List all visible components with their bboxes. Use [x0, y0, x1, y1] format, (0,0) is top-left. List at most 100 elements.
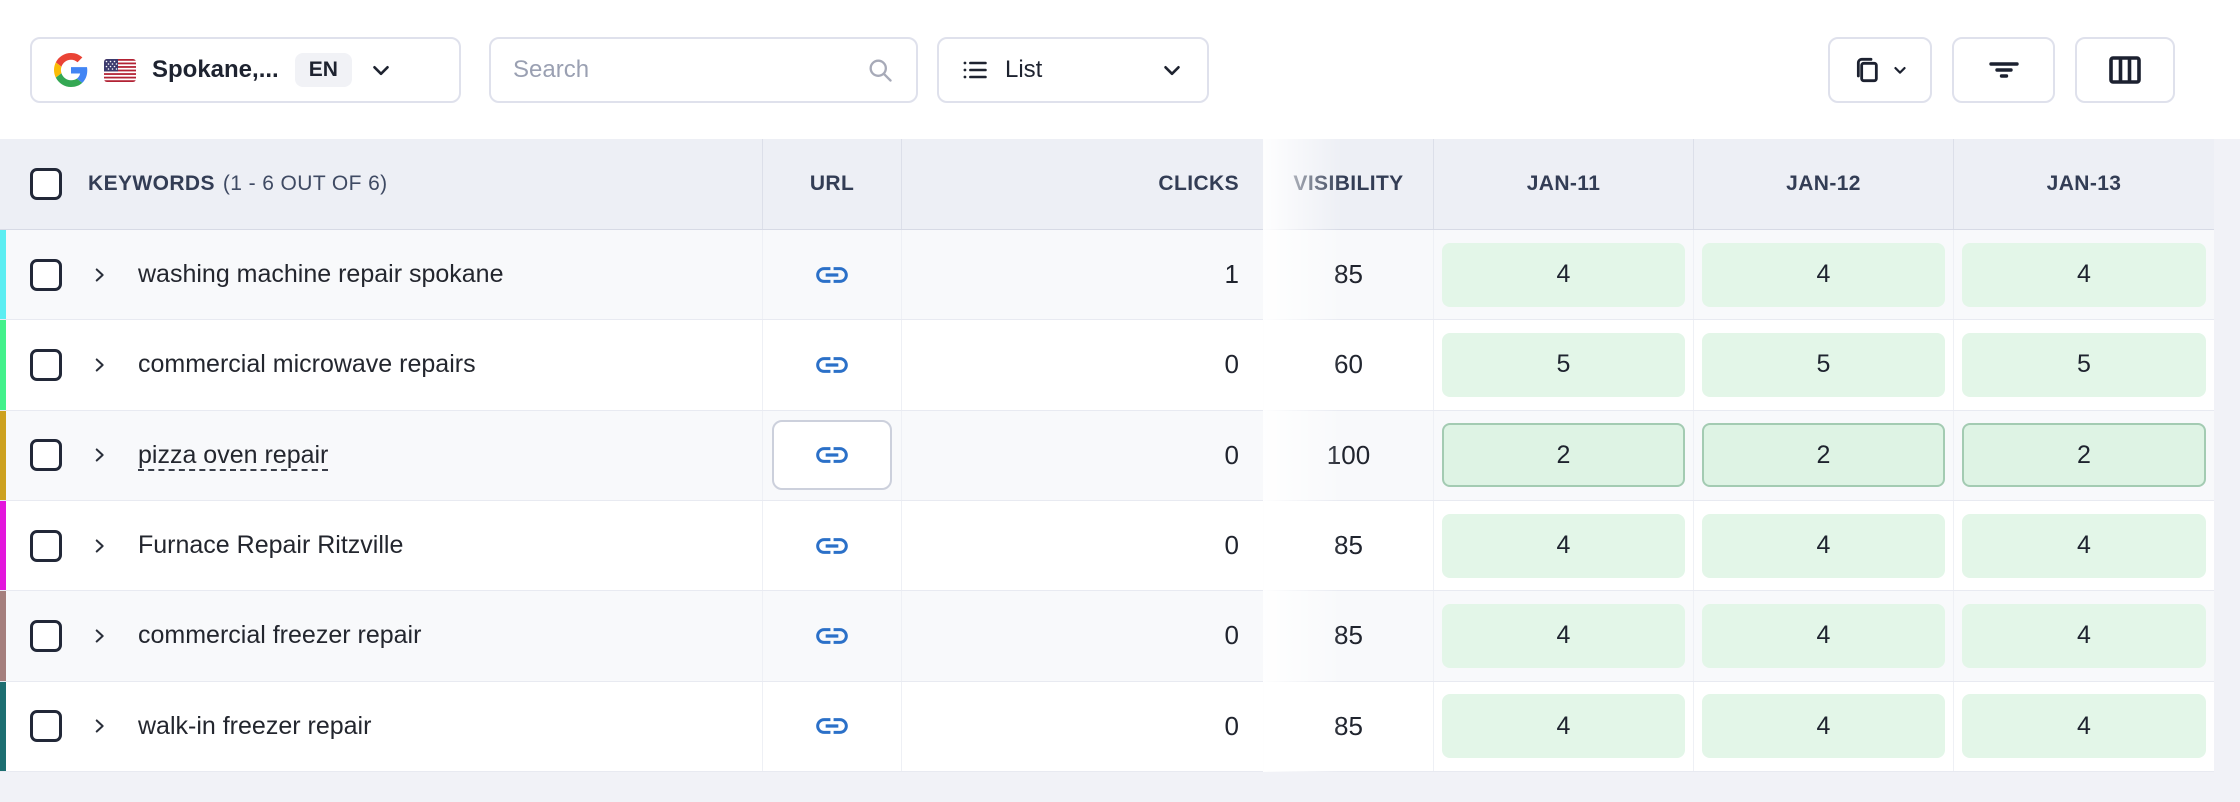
columns-icon [2107, 54, 2143, 86]
position-cell[interactable]: 2 [1702, 423, 1945, 488]
keywords-table: KEYWORDS (1 - 6 OUT OF 6) URL CLICKS VISI… [0, 139, 2214, 772]
position-cell[interactable]: 4 [1702, 513, 1945, 578]
table-row-highlighted: pizza oven repair 0 100 2 2 2 [0, 410, 2214, 501]
position-cell[interactable]: 4 [1442, 603, 1685, 668]
row-color-stripe [0, 681, 6, 771]
clicks-value: 0 [901, 500, 1263, 591]
keyword-text[interactable]: pizza oven repair [138, 440, 329, 469]
filter-icon [1986, 54, 2022, 86]
position-cell[interactable]: 5 [1702, 332, 1945, 397]
view-mode-label: List [1005, 56, 1043, 83]
row-color-stripe [0, 410, 6, 500]
list-icon [961, 56, 989, 84]
clicks-value: 0 [901, 681, 1263, 771]
column-header-visibility[interactable]: VISIBILITY [1263, 139, 1433, 229]
expand-chevron-icon[interactable] [88, 535, 110, 557]
url-link-icon[interactable] [813, 617, 851, 655]
visibility-value: 85 [1263, 591, 1433, 681]
keywords-count-label: (1 - 6 OUT OF 6) [222, 172, 388, 195]
copy-icon [1851, 54, 1883, 86]
language-badge: EN [294, 53, 352, 87]
row-checkbox[interactable] [30, 619, 62, 652]
position-cell[interactable]: 5 [1962, 332, 2206, 397]
row-color-stripe [0, 591, 6, 681]
row-checkbox[interactable] [30, 710, 62, 743]
table-row: commercial microwave repairs 0 60 5 5 5 [0, 320, 2214, 411]
search-input[interactable] [513, 56, 843, 84]
visibility-value: 85 [1263, 681, 1433, 771]
visibility-value: 60 [1263, 320, 1433, 410]
column-header-url[interactable]: URL [762, 139, 901, 229]
position-cell[interactable]: 4 [1962, 513, 2206, 578]
view-mode-dropdown[interactable]: List [937, 37, 1209, 103]
search-engine-selector[interactable]: Spokane,... EN [30, 37, 461, 103]
table-row: walk-in freezer repair 0 85 4 4 4 [0, 681, 2214, 772]
row-checkbox[interactable] [30, 529, 62, 562]
keyword-text[interactable]: commercial freezer repair [138, 621, 422, 650]
url-link-icon[interactable] [772, 420, 892, 491]
column-header-date[interactable]: JAN-13 [1953, 139, 2214, 229]
chevron-down-icon [1159, 57, 1185, 83]
columns-button[interactable] [2075, 37, 2175, 103]
table-header-row: KEYWORDS (1 - 6 OUT OF 6) URL CLICKS VISI… [0, 139, 2214, 230]
table-row: commercial freezer repair 0 85 4 4 4 [0, 591, 2214, 682]
position-cell[interactable]: 2 [1962, 423, 2206, 488]
position-cell[interactable]: 4 [1702, 603, 1945, 668]
row-checkbox[interactable] [30, 348, 62, 381]
position-cell[interactable]: 2 [1442, 423, 1685, 488]
row-color-stripe [0, 230, 6, 320]
column-header-date[interactable]: JAN-11 [1433, 139, 1693, 229]
chevron-down-icon [368, 57, 394, 83]
clicks-value: 0 [901, 591, 1263, 681]
position-cell[interactable]: 4 [1702, 242, 1945, 307]
row-checkbox[interactable] [30, 258, 62, 291]
visibility-value: 85 [1263, 230, 1433, 320]
visibility-value: 85 [1263, 500, 1433, 591]
url-link-icon[interactable] [813, 346, 851, 384]
keyword-text[interactable]: Furnace Repair Ritzville [138, 531, 404, 560]
google-logo-icon [54, 53, 88, 87]
visibility-value: 100 [1263, 410, 1433, 500]
expand-chevron-icon[interactable] [88, 625, 110, 647]
expand-chevron-icon[interactable] [88, 264, 110, 286]
copy-button[interactable] [1828, 37, 1932, 103]
column-header-clicks[interactable]: CLICKS [901, 139, 1263, 229]
clicks-value: 0 [901, 410, 1263, 500]
keyword-text[interactable]: commercial microwave repairs [138, 350, 476, 379]
position-cell[interactable]: 5 [1442, 332, 1685, 397]
search-icon [866, 56, 894, 84]
expand-chevron-icon[interactable] [88, 354, 110, 376]
search-field-wrapper [489, 37, 918, 103]
expand-chevron-icon[interactable] [88, 715, 110, 737]
keywords-header-label: KEYWORDS [88, 172, 215, 195]
column-header-date[interactable]: JAN-12 [1693, 139, 1953, 229]
clicks-value: 0 [901, 320, 1263, 410]
position-cell[interactable]: 4 [1962, 242, 2206, 307]
row-color-stripe [0, 320, 6, 410]
position-cell[interactable]: 4 [1962, 694, 2206, 759]
position-cell[interactable]: 4 [1442, 513, 1685, 578]
position-cell[interactable]: 4 [1962, 603, 2206, 668]
position-cell[interactable]: 4 [1442, 242, 1685, 307]
expand-chevron-icon[interactable] [88, 444, 110, 466]
url-link-icon[interactable] [813, 256, 851, 294]
url-link-icon[interactable] [813, 527, 851, 565]
us-flag-icon [104, 58, 136, 82]
table-row: washing machine repair spokane 1 85 4 4 … [0, 230, 2214, 321]
clicks-value: 1 [901, 230, 1263, 320]
keyword-text[interactable]: washing machine repair spokane [138, 260, 504, 289]
chevron-down-icon [1891, 61, 1909, 79]
column-header-keywords[interactable]: KEYWORDS (1 - 6 OUT OF 6) [0, 139, 762, 229]
location-label: Spokane,... [152, 56, 279, 83]
toolbar: Spokane,... EN List [0, 0, 2240, 139]
row-checkbox[interactable] [30, 439, 62, 472]
position-cell[interactable]: 4 [1702, 694, 1945, 759]
url-link-icon[interactable] [813, 707, 851, 745]
position-cell[interactable]: 4 [1442, 694, 1685, 759]
filter-button[interactable] [1952, 37, 2055, 103]
row-color-stripe [0, 500, 6, 591]
keyword-text[interactable]: walk-in freezer repair [138, 711, 372, 740]
select-all-checkbox[interactable] [30, 168, 62, 200]
table-row: Furnace Repair Ritzville 0 85 4 4 4 [0, 500, 2214, 592]
